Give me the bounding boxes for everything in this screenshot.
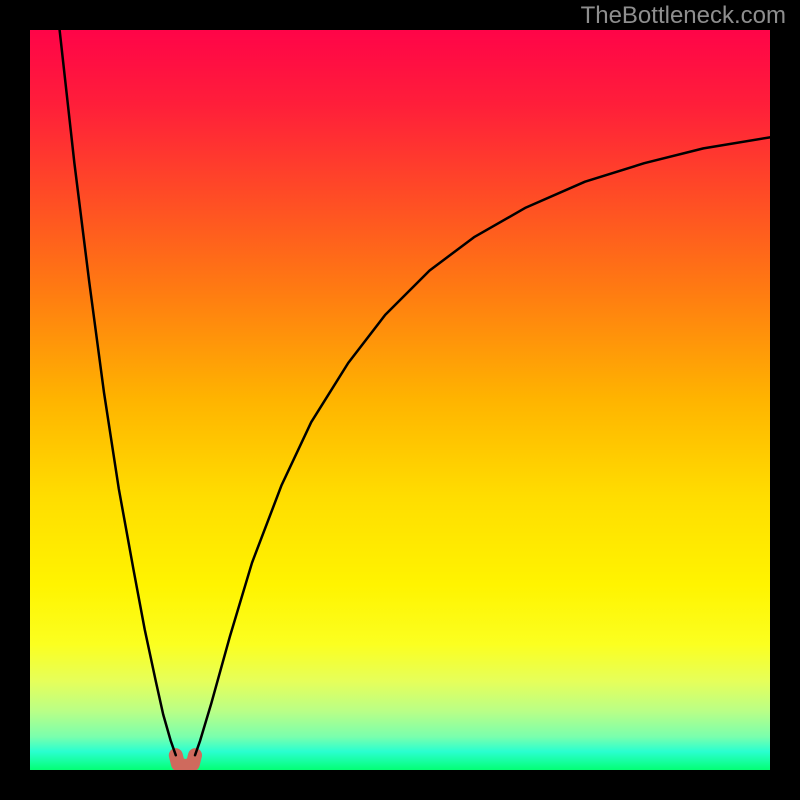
curve-overlay	[30, 30, 770, 770]
bottleneck-curve-left	[60, 30, 176, 755]
bottleneck-curve-right	[195, 137, 770, 755]
marker-valley-blob	[176, 755, 195, 766]
bottleneck-chart	[30, 30, 770, 770]
watermark-text: TheBottleneck.com	[581, 2, 786, 30]
